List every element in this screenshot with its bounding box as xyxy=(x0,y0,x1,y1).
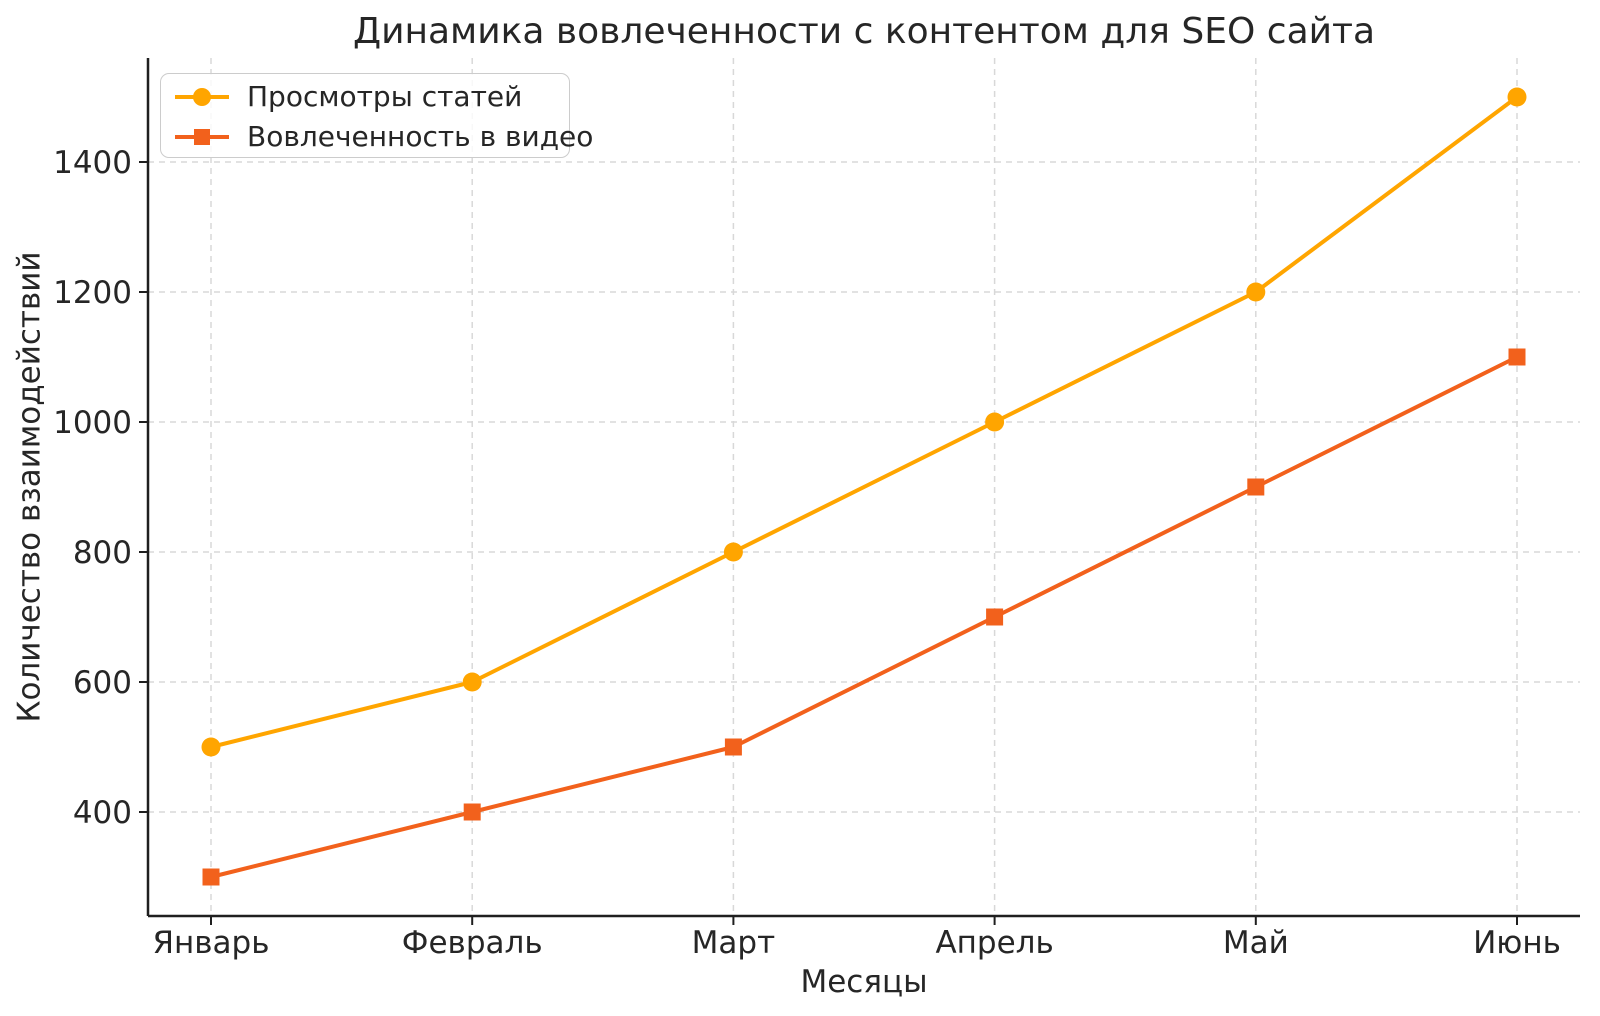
y-tick-label: 600 xyxy=(73,665,132,701)
x-tick-label: Май xyxy=(1223,925,1289,961)
data-point-circle xyxy=(1507,87,1527,107)
legend-item-0: Просмотры статей xyxy=(173,77,569,117)
y-tick-label: 1400 xyxy=(53,145,132,181)
series-line xyxy=(210,95,1519,749)
data-point-square xyxy=(463,803,481,821)
data-point-square xyxy=(1247,478,1265,496)
legend: Просмотры статей Вовлеченность в видео xyxy=(160,73,593,158)
y-tick-label: 1000 xyxy=(53,405,132,441)
series-line xyxy=(210,355,1518,879)
data-point-circle xyxy=(201,737,221,757)
data-point-circle xyxy=(462,672,482,692)
x-tick-label: Январь xyxy=(152,925,269,961)
data-point-square xyxy=(1508,348,1526,366)
y-tick-label: 800 xyxy=(73,535,132,571)
data-point-square xyxy=(986,608,1004,626)
legend-circle-marker-icon xyxy=(193,87,211,106)
x-tick-label: Июнь xyxy=(1473,925,1561,961)
data-point-circle xyxy=(1246,282,1266,302)
x-tick-label: Февраль xyxy=(402,925,543,961)
x-axis-label: Месяцы xyxy=(800,964,928,1000)
legend-square-marker-icon xyxy=(194,128,210,145)
chart-title: Динамика вовлеченности с контентом для S… xyxy=(352,11,1376,52)
legend-sample-line-circle xyxy=(175,87,229,106)
legend-sample-line-square xyxy=(175,128,229,145)
data-point-circle xyxy=(723,542,743,562)
data-point-square xyxy=(202,868,220,886)
legend-item-1: Вовлеченность в видео xyxy=(173,117,593,157)
x-tick-label: Апрель xyxy=(935,925,1053,961)
y-tick-label: 1200 xyxy=(53,275,132,311)
legend-label: Просмотры статей xyxy=(247,80,523,113)
data-point-square xyxy=(724,738,742,756)
legend-label: Вовлеченность в видео xyxy=(247,120,594,153)
x-tick-label: Март xyxy=(692,925,775,961)
y-tick-label: 400 xyxy=(73,795,132,831)
data-point-circle xyxy=(985,412,1005,432)
